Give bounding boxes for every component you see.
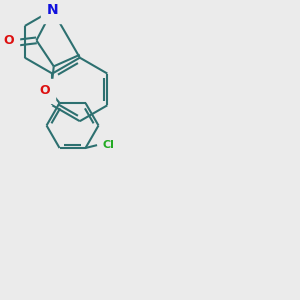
Text: N: N: [46, 3, 58, 17]
Text: Cl: Cl: [103, 140, 115, 150]
Text: O: O: [39, 84, 50, 98]
Text: O: O: [3, 34, 14, 47]
